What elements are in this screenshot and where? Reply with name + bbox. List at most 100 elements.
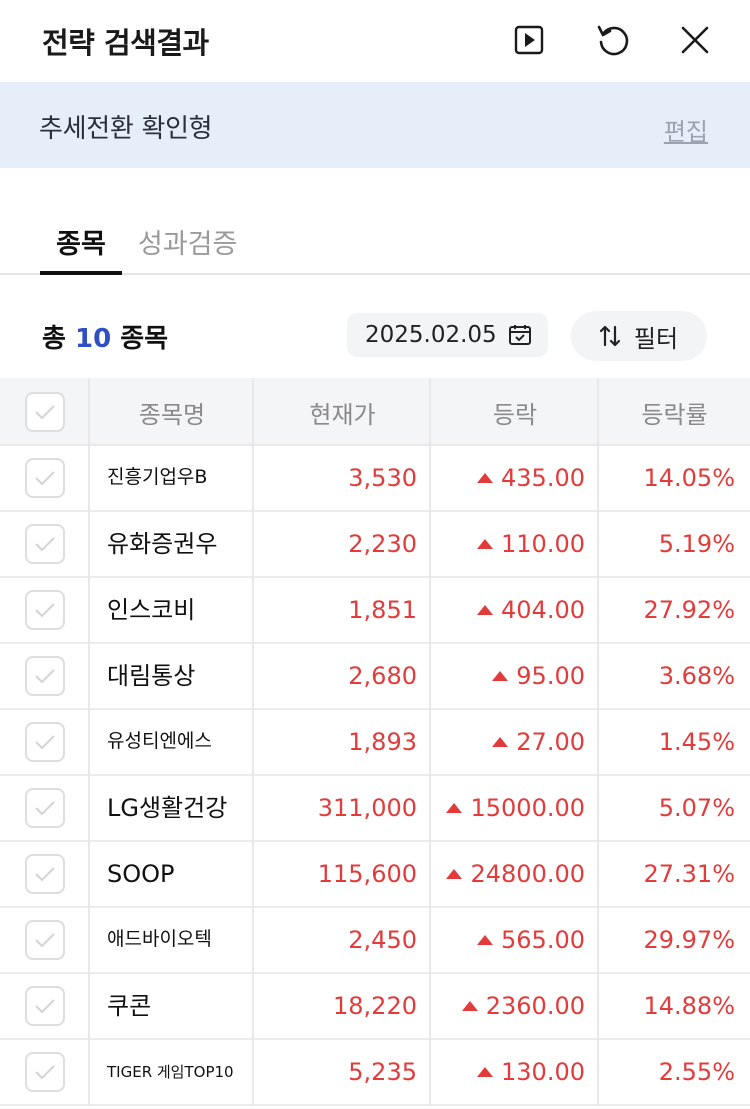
row-checkbox[interactable] xyxy=(25,788,65,828)
row-checkbox-cell xyxy=(0,512,90,576)
row-checkbox[interactable] xyxy=(25,986,65,1026)
table-header: 종목명 현재가 등락 등락률 xyxy=(0,378,750,446)
close-button[interactable] xyxy=(673,18,717,62)
count-prefix: 총 xyxy=(42,324,66,354)
stock-name[interactable]: LG생활건강 xyxy=(107,794,228,822)
row-checkbox-cell xyxy=(0,776,90,840)
table-row[interactable]: SOOP 115,600 24800.00 27.31% xyxy=(0,842,750,908)
current-price: 18,220 xyxy=(333,992,417,1020)
up-arrow-icon xyxy=(477,605,494,615)
table-row[interactable]: 유화증권우 2,230 110.00 5.19% xyxy=(0,512,750,578)
table-row[interactable]: 진흥기업우B 3,530 435.00 14.05% xyxy=(0,446,750,512)
current-price: 311,000 xyxy=(317,794,417,822)
table-row[interactable]: TIGER 게임TOP10 5,235 130.00 2.55% xyxy=(0,1040,750,1106)
calendar-icon xyxy=(509,325,531,345)
table-body: 진흥기업우B 3,530 435.00 14.05% 유화증권우 2,230 110.00 5… xyxy=(0,446,750,1106)
stock-name[interactable]: 쿠콘 xyxy=(107,992,152,1020)
strategy-bar: 추세전환 확인형 편집 xyxy=(0,82,750,168)
table-row[interactable]: 인스코비 1,851 404.00 27.92% xyxy=(0,578,750,644)
row-checkbox-cell xyxy=(0,446,90,510)
page-title: 전략 검색결과 xyxy=(42,26,209,60)
column-divider xyxy=(429,378,431,1106)
summary-bar: 총 10 종목 2025.02.05 필터 xyxy=(0,300,750,370)
check-icon xyxy=(35,1065,55,1080)
stock-name[interactable]: 대림통상 xyxy=(107,662,196,690)
change-rate: 5.07% xyxy=(658,794,735,822)
table-row[interactable]: 애드바이오텍 2,450 565.00 29.97% xyxy=(0,908,750,974)
row-checkbox[interactable] xyxy=(25,722,65,762)
check-icon xyxy=(35,471,55,486)
stock-name[interactable]: 유성티엔에스 xyxy=(107,730,212,753)
price-change-value: 15000.00 xyxy=(470,794,585,822)
up-arrow-icon xyxy=(492,737,509,747)
filter-button[interactable]: 필터 xyxy=(571,311,707,361)
filter-sort-icon xyxy=(599,325,620,347)
check-icon xyxy=(35,933,55,948)
play-button[interactable] xyxy=(507,18,551,62)
current-price: 2,450 xyxy=(348,926,417,954)
filter-label: 필터 xyxy=(633,324,679,353)
up-arrow-icon xyxy=(461,1001,478,1011)
change-rate: 27.31% xyxy=(643,860,735,888)
price-change: 95.00 xyxy=(431,644,585,708)
edit-link[interactable]: 편집 xyxy=(663,118,708,146)
current-price: 1,893 xyxy=(348,728,417,756)
row-checkbox[interactable] xyxy=(25,590,65,630)
stock-name[interactable]: TIGER 게임TOP10 xyxy=(107,1062,234,1081)
table-row[interactable]: 대림통상 2,680 95.00 3.68% xyxy=(0,644,750,710)
price-change: 110.00 xyxy=(431,512,585,576)
row-checkbox[interactable] xyxy=(25,854,65,894)
table-row[interactable]: 유성티엔에스 1,893 27.00 1.45% xyxy=(0,710,750,776)
price-change: 27.00 xyxy=(431,710,585,774)
current-price: 1,851 xyxy=(348,596,417,624)
row-checkbox-cell xyxy=(0,1040,90,1104)
count-suffix: 종목 xyxy=(120,324,169,354)
row-checkbox[interactable] xyxy=(25,458,65,498)
column-header-rate[interactable]: 등락률 xyxy=(641,400,708,429)
check-icon xyxy=(35,405,55,420)
select-all-checkbox[interactable] xyxy=(25,392,65,432)
check-icon xyxy=(35,801,55,816)
stock-name[interactable]: 애드바이오텍 xyxy=(107,928,212,951)
row-checkbox[interactable] xyxy=(25,656,65,696)
tab-stocks[interactable]: 종목 xyxy=(40,222,122,275)
price-change-value: 110.00 xyxy=(501,530,585,558)
column-header-price[interactable]: 현재가 xyxy=(309,400,376,429)
row-checkbox-cell xyxy=(0,578,90,642)
strategy-name: 추세전환 확인형 xyxy=(39,114,213,144)
date-value: 2025.02.05 xyxy=(365,322,497,348)
row-checkbox[interactable] xyxy=(25,920,65,960)
row-checkbox-cell xyxy=(0,908,90,972)
row-checkbox[interactable] xyxy=(25,1052,65,1092)
column-header-change[interactable]: 등락 xyxy=(492,400,538,429)
column-divider xyxy=(597,378,599,1106)
change-rate: 3.68% xyxy=(658,662,735,690)
up-arrow-icon xyxy=(477,1067,494,1077)
refresh-button[interactable] xyxy=(591,18,635,62)
date-picker[interactable]: 2025.02.05 xyxy=(347,313,548,357)
table-row[interactable]: 쿠콘 18,220 2360.00 14.88% xyxy=(0,974,750,1040)
price-change: 130.00 xyxy=(431,1040,585,1104)
stock-name[interactable]: SOOP xyxy=(107,860,175,888)
change-rate: 14.88% xyxy=(643,992,735,1020)
stock-name[interactable]: 유화증권우 xyxy=(107,530,218,558)
up-arrow-icon xyxy=(477,473,494,483)
table-row[interactable]: LG생활건강 311,000 15000.00 5.07% xyxy=(0,776,750,842)
price-change-value: 27.00 xyxy=(516,728,585,756)
price-change-value: 565.00 xyxy=(501,926,585,954)
row-checkbox-cell xyxy=(0,974,90,1038)
check-icon xyxy=(35,735,55,750)
stock-name[interactable]: 진흥기업우B xyxy=(107,466,208,489)
price-change: 24800.00 xyxy=(431,842,585,906)
stock-name[interactable]: 인스코비 xyxy=(107,596,196,624)
check-icon xyxy=(35,537,55,552)
price-change-value: 95.00 xyxy=(516,662,585,690)
row-checkbox[interactable] xyxy=(25,524,65,564)
price-change-value: 130.00 xyxy=(501,1058,585,1086)
column-header-name[interactable]: 종목명 xyxy=(138,400,206,429)
refresh-icon xyxy=(597,25,629,56)
check-icon xyxy=(35,999,55,1014)
play-icon xyxy=(514,25,544,55)
change-rate: 29.97% xyxy=(643,926,735,954)
tab-performance[interactable]: 성과검증 xyxy=(138,229,238,260)
